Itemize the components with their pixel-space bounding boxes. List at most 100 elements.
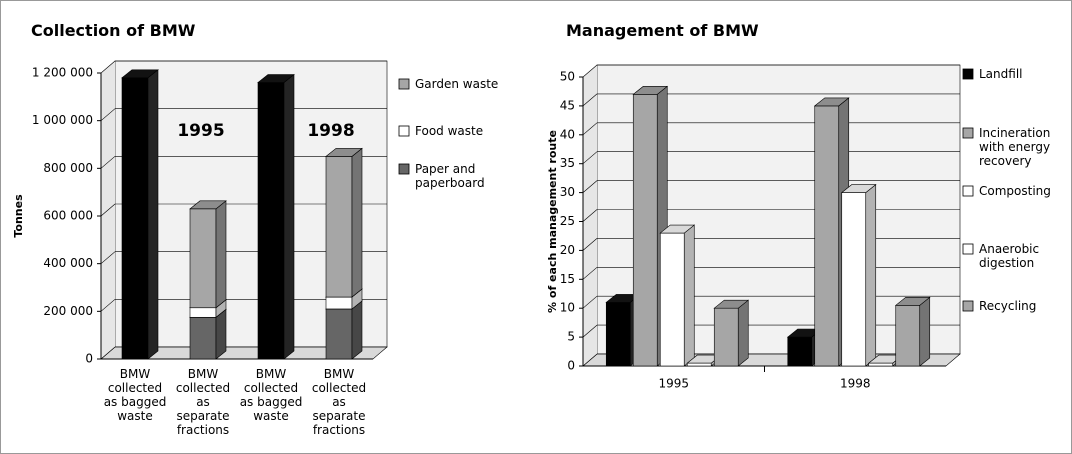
bar-top xyxy=(894,297,931,306)
bar-top xyxy=(713,299,750,309)
legend-swatch xyxy=(962,243,974,255)
legend-swatch xyxy=(398,163,410,175)
grid-line xyxy=(100,346,116,360)
bar-top xyxy=(257,74,295,83)
y-tick-label: 30 xyxy=(560,185,575,199)
grid-line xyxy=(582,122,598,136)
bar-side xyxy=(737,299,749,367)
bar-side xyxy=(865,183,877,367)
x-tick-label: BMW collected as separate fractions xyxy=(311,367,367,437)
legend-label: Garden waste xyxy=(415,77,499,91)
grid-line xyxy=(582,64,598,78)
y-tick-label: 35 xyxy=(560,156,575,170)
y-axis-title: % of each management route xyxy=(546,130,559,313)
x-tick-label: 1998 xyxy=(840,377,871,391)
grid-line xyxy=(100,156,116,169)
legend-label: Anaerobic digestion xyxy=(979,242,1040,270)
grid-line xyxy=(582,267,598,280)
bar-side xyxy=(919,296,931,367)
bar-side xyxy=(215,308,227,360)
legend-swatch xyxy=(962,185,974,197)
bar-top xyxy=(189,200,227,210)
bar-top xyxy=(325,148,363,157)
y-tick-label: 200 000 xyxy=(43,304,93,318)
x-tick-label: BMW collected as separate fractions xyxy=(175,367,231,437)
bar xyxy=(713,307,739,367)
bar-top xyxy=(813,97,850,107)
legend-label: Recycling xyxy=(979,299,1037,313)
annotation: 1995 xyxy=(177,121,224,141)
bar xyxy=(325,308,353,360)
bar-side xyxy=(351,147,363,298)
grid-line xyxy=(100,299,116,312)
y-tick-label: 20 xyxy=(560,243,575,257)
bar-top xyxy=(840,184,877,193)
bar xyxy=(325,296,353,310)
grid-line xyxy=(582,353,598,367)
bar xyxy=(868,362,894,367)
y-tick-label: 400 000 xyxy=(43,256,93,270)
grid-line xyxy=(100,108,116,121)
legend-label: Food waste xyxy=(415,124,484,138)
chart-title: Management of BMW xyxy=(566,21,759,40)
legend-swatch xyxy=(962,300,974,312)
bar xyxy=(121,77,149,360)
y-tick-label: 50 xyxy=(560,70,575,84)
bar xyxy=(605,302,631,367)
legend-label: Incineration with energy recovery xyxy=(979,126,1051,168)
bar-side xyxy=(683,224,695,367)
grid-line xyxy=(582,151,598,164)
grid-line xyxy=(582,93,598,107)
bar-top xyxy=(632,86,669,95)
legend-label: Paper and paperboard xyxy=(415,162,485,190)
legend-swatch xyxy=(962,68,974,80)
bar-side xyxy=(351,300,363,360)
bar xyxy=(659,232,685,367)
y-tick-label: 5 xyxy=(567,330,575,344)
y-axis-title: Tonnes xyxy=(12,194,25,238)
y-tick-label: 1 200 000 xyxy=(32,66,93,80)
bar xyxy=(841,192,867,367)
x-tick-label: BMW collected as bagged waste xyxy=(239,367,303,423)
bar-side xyxy=(215,200,227,309)
grid-line xyxy=(100,203,116,217)
legend-swatch xyxy=(962,127,974,139)
y-tick-label: 1 000 000 xyxy=(32,113,93,127)
bar-top xyxy=(659,224,696,234)
y-tick-label: 25 xyxy=(560,214,575,228)
y-tick-label: 45 xyxy=(560,98,575,112)
bar xyxy=(189,208,217,309)
bar xyxy=(895,305,921,367)
grid-line xyxy=(100,251,116,264)
bar xyxy=(257,82,285,360)
y-tick-label: 10 xyxy=(560,301,575,315)
y-tick-label: 0 xyxy=(85,352,93,366)
bar xyxy=(189,316,217,360)
legend-label: Landfill xyxy=(979,67,1023,81)
bar xyxy=(189,307,217,318)
chart-title: Collection of BMW xyxy=(31,21,196,40)
legend-swatch xyxy=(398,78,410,90)
y-tick-label: 40 xyxy=(560,127,575,141)
y-tick-label: 600 000 xyxy=(43,209,93,223)
x-tick-label: 1995 xyxy=(658,377,689,391)
grid-line xyxy=(582,209,598,222)
bar xyxy=(787,336,813,367)
grid-line xyxy=(582,324,598,338)
bar xyxy=(632,94,658,367)
bar-side xyxy=(147,69,159,360)
legend-swatch xyxy=(398,125,410,137)
y-tick-label: 800 000 xyxy=(43,161,93,175)
grid-line xyxy=(100,60,116,74)
bar xyxy=(325,156,353,298)
x-tick-label: BMW collected as bagged waste xyxy=(103,367,167,423)
grid-line xyxy=(582,180,598,193)
y-tick-label: 0 xyxy=(567,359,575,373)
annotation: 1998 xyxy=(307,121,354,141)
bar xyxy=(814,105,840,367)
grid-line xyxy=(582,295,598,309)
grid-line xyxy=(582,238,598,251)
bar-side xyxy=(283,73,295,360)
